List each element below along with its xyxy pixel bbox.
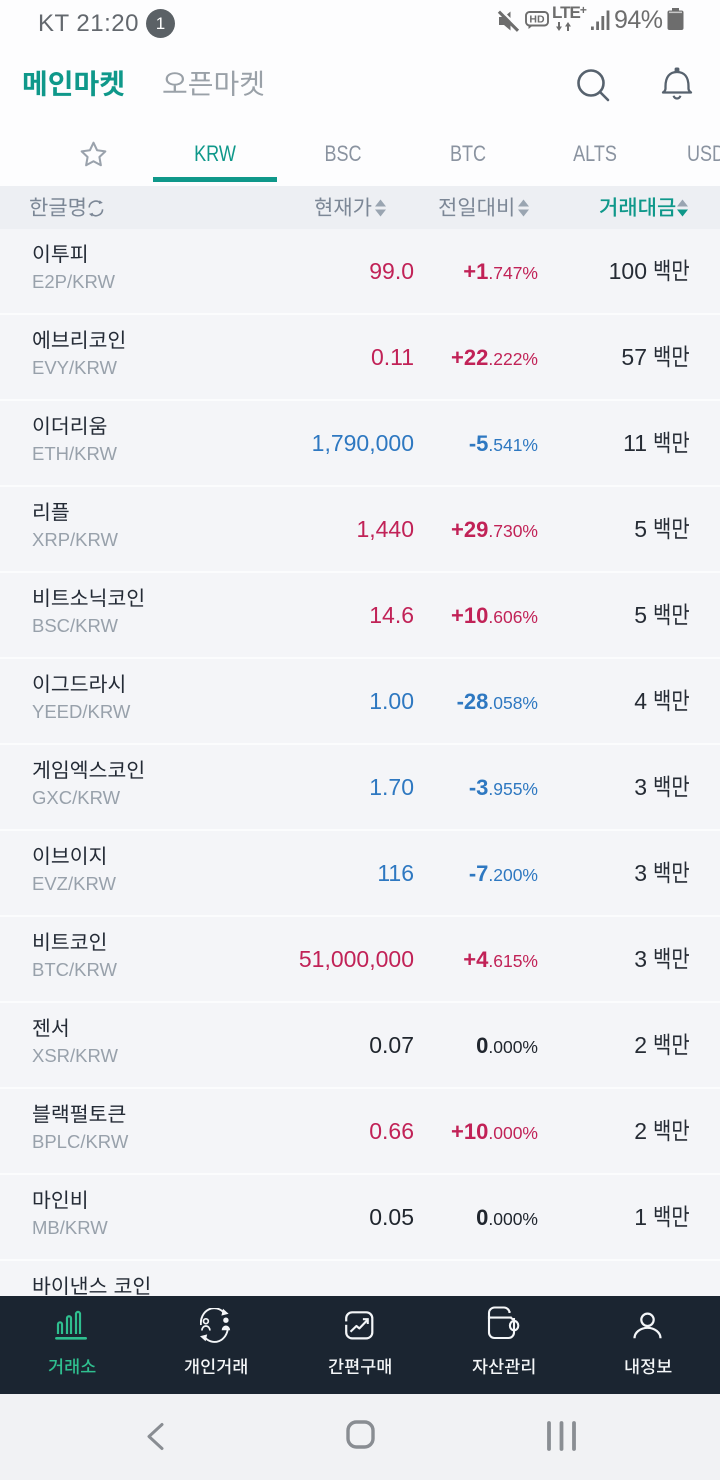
svg-text:HD: HD [529, 14, 545, 26]
